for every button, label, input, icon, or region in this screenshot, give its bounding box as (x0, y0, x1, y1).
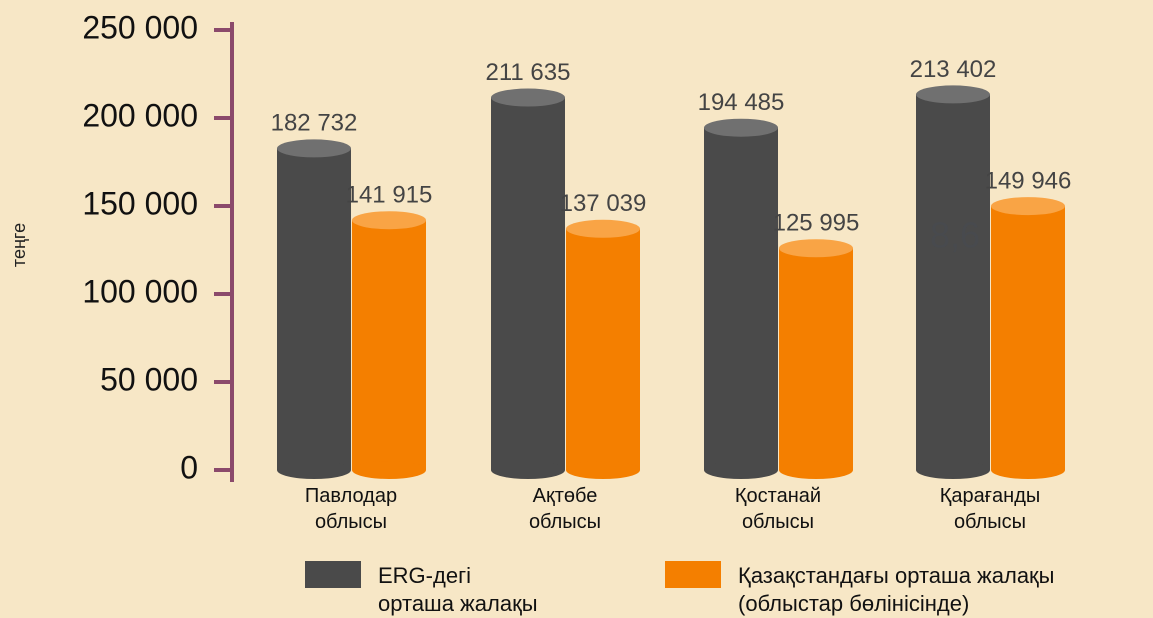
bar-top (704, 118, 778, 137)
legend-label: Қазақстандағы орташа жалақы (облыстар бөл… (738, 563, 1055, 616)
y-tick-label: 100 000 (82, 273, 198, 309)
value-label: 211 635 (486, 59, 571, 86)
bar (704, 118, 778, 479)
value-label: 141 915 (346, 182, 433, 209)
legend-swatch (665, 561, 721, 588)
bar-body (491, 97, 565, 470)
value-label: 125 995 (773, 210, 860, 237)
x-tick-label: Қарағанды облысы (940, 485, 1041, 533)
bar-body (916, 94, 990, 471)
bar-body (704, 127, 778, 471)
bar-bottom (352, 461, 426, 479)
x-tick-label: Ақтөбе облысы (529, 485, 601, 533)
bar-body (352, 220, 426, 470)
bar-top (566, 219, 640, 238)
bar (566, 219, 640, 479)
bar-bottom (916, 461, 990, 479)
bar-body (991, 206, 1065, 471)
bar-top (916, 85, 990, 104)
bar-top (277, 139, 351, 158)
y-tick-label: 50 000 (100, 361, 198, 397)
y-tick-label: 200 000 (82, 97, 198, 133)
y-axis-label: теңге (9, 223, 29, 267)
bar-body (277, 148, 351, 471)
bar-body (566, 228, 640, 470)
x-tick-label: Қостанай облысы (735, 485, 821, 533)
value-label: 194 485 (698, 89, 785, 116)
value-label: 137 039 (560, 190, 647, 217)
annotation: 8,6 (930, 215, 980, 256)
bar (491, 88, 565, 479)
x-tick-label: Павлодар облысы (305, 485, 397, 533)
bar-bottom (991, 461, 1065, 479)
legend-label: ERG-дегі орташа жалақы (378, 563, 538, 616)
value-label: 213 402 (910, 56, 997, 83)
bar-top (779, 239, 853, 258)
bar-bottom (704, 461, 778, 479)
bar (352, 211, 426, 479)
bar-top (491, 88, 565, 107)
bar-bottom (779, 461, 853, 479)
bar-body (779, 248, 853, 470)
bar (991, 197, 1065, 479)
bar-top (991, 197, 1065, 216)
bar (779, 239, 853, 479)
legend-swatch (305, 561, 361, 588)
bar (277, 139, 351, 479)
bar (916, 85, 990, 479)
bar-top (352, 211, 426, 230)
bar-bottom (277, 461, 351, 479)
y-tick-label: 0 (180, 449, 198, 485)
value-label: 149 946 (985, 167, 1072, 194)
bar-bottom (491, 461, 565, 479)
y-tick-label: 150 000 (82, 185, 198, 221)
value-label: 182 732 (271, 110, 358, 137)
y-tick-label: 250 000 (82, 9, 198, 45)
bar-bottom (566, 461, 640, 479)
